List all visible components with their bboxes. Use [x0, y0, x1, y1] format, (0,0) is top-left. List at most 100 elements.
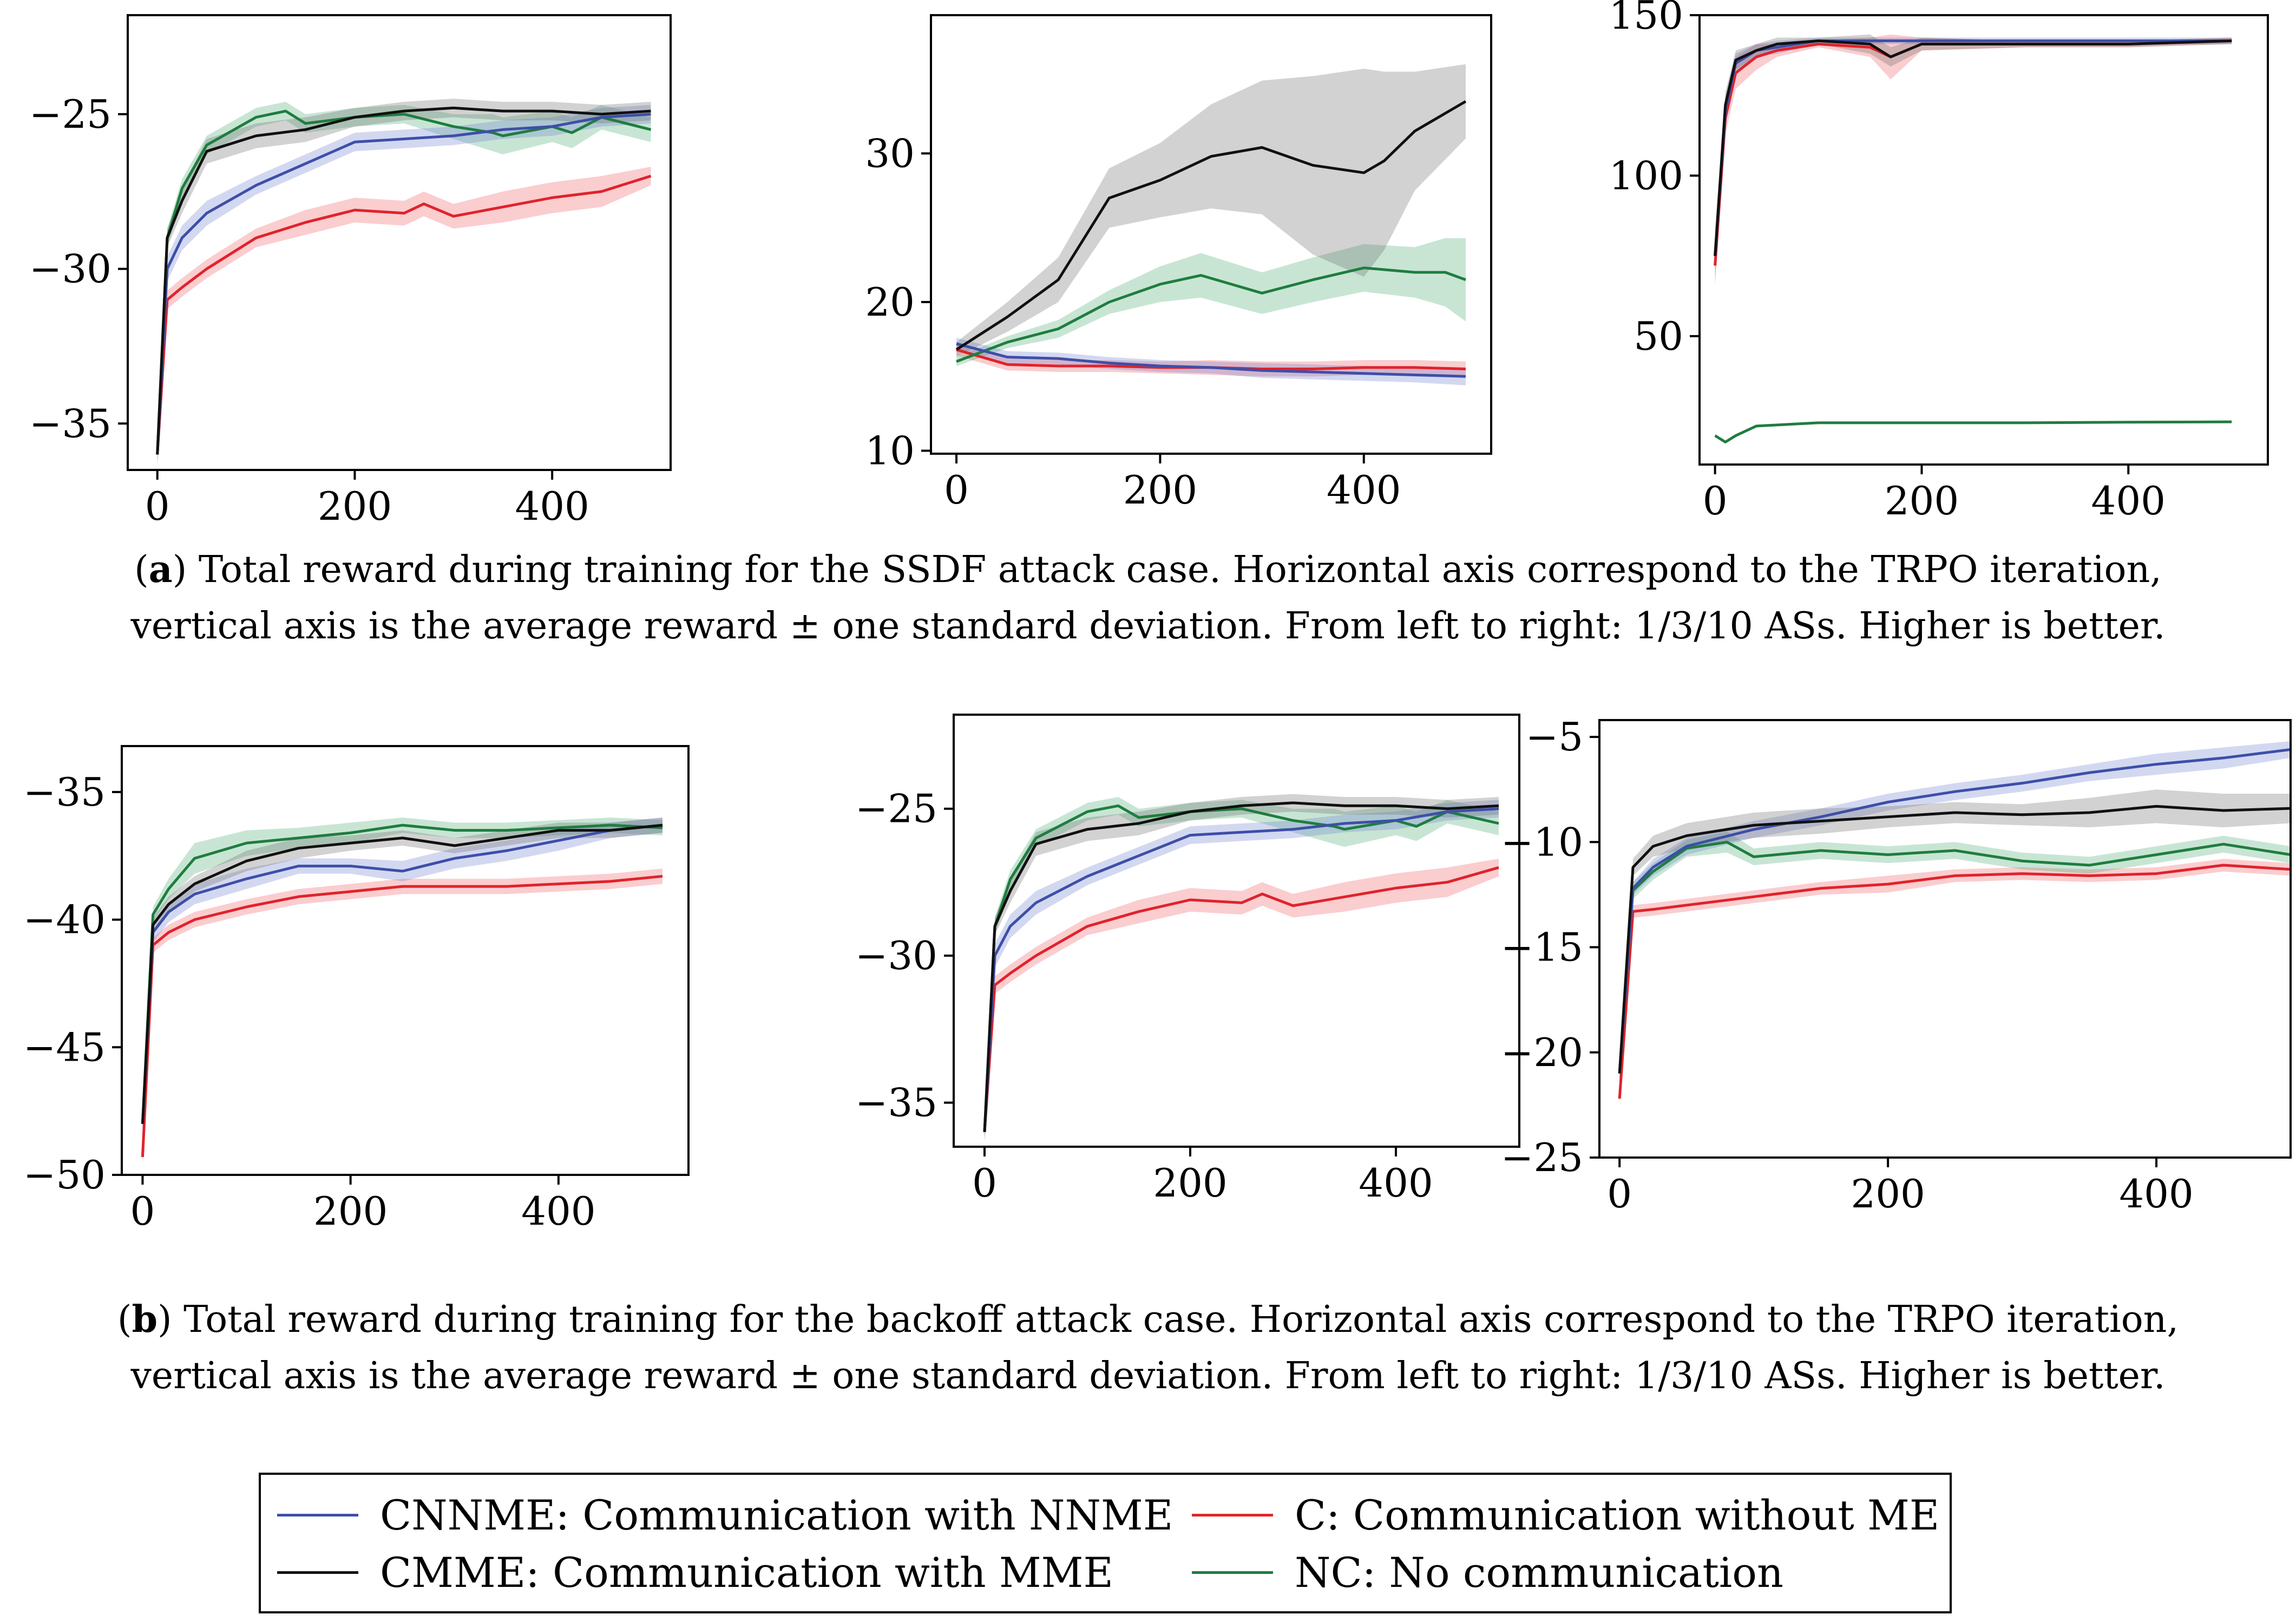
y-tick-label: −25: [1501, 1135, 1583, 1180]
legend-swatch-cmme: [277, 1571, 358, 1574]
series-line-cmme: [983, 801, 1499, 1132]
std-band-cnnme: [985, 800, 1499, 1141]
legend-item-cnnme: CNNME: Communication with NNME: [277, 1487, 1173, 1543]
series-line-cmme: [1714, 39, 2232, 256]
std-band-nc: [157, 102, 651, 464]
y-tick-label: −25: [855, 786, 937, 832]
series-line-cnnme: [1714, 39, 2232, 256]
x-tick-label: 0: [130, 1188, 155, 1234]
std-band-nc: [142, 818, 662, 1132]
plot-b-10: 0 200 400 −25 −20 −15 −10 −5: [1501, 714, 2292, 1217]
plot-area: [1714, 34, 2232, 443]
series-line-nc: [983, 804, 1499, 1132]
std-band-cmme: [1619, 789, 2291, 1080]
x-tick-label: 200: [1123, 467, 1197, 513]
plot-area: [156, 99, 652, 464]
x-tick-label: 0: [972, 1160, 997, 1206]
x-tick-label: 0: [1703, 478, 1728, 524]
legend-label-cnnme: CNNME: Communication with NNME: [380, 1491, 1173, 1539]
series-line-nc: [1714, 420, 2232, 443]
series-line-cnnme: [141, 823, 663, 1124]
axes-frame: [127, 14, 672, 471]
y-tick-label: −35: [29, 401, 111, 446]
x-tick-label: 400: [521, 1188, 595, 1234]
legend-item-c: C: Communication without ME: [1192, 1487, 1939, 1543]
x-tick-label: 200: [1153, 1160, 1227, 1206]
plot-a-10: 0 200 400 50 100 150: [1609, 0, 2269, 524]
axes-frame: [930, 14, 1492, 455]
std-band-cmme: [1715, 34, 2232, 272]
series-line-nc: [156, 109, 652, 455]
y-tick-label: −5: [1526, 714, 1583, 760]
y-tick-label: −50: [23, 1152, 106, 1198]
caption-b: (b) Total reward during training for the…: [117, 1298, 2179, 1397]
caption-a: (a) Total reward during training for the…: [130, 548, 2166, 648]
series-line-c: [156, 174, 652, 455]
plot-area: [1618, 741, 2291, 1105]
legend-swatch-c: [1192, 1513, 1273, 1517]
plot-a-1: 0 200 400 −35 −30 −25: [29, 14, 672, 529]
x-tick-label: 400: [1327, 467, 1401, 513]
series-line-c: [141, 874, 663, 1158]
y-tick-label: 100: [1609, 153, 1683, 198]
y-tick-label: −35: [855, 1080, 937, 1126]
caption-b-letter: b: [132, 1298, 158, 1341]
std-band-cnnme: [1715, 37, 2232, 282]
plot-area: [955, 64, 1467, 385]
caption-a-text: Total reward during training for the SSD…: [130, 548, 2166, 648]
std-band-cnnme: [1619, 741, 2291, 1080]
series-line-c: [1618, 864, 2291, 1099]
std-band-cnnme: [142, 818, 662, 1132]
axes-frame: [1598, 719, 2292, 1159]
x-tick-label: 200: [313, 1188, 388, 1234]
std-band-c: [157, 167, 651, 464]
std-band-nc: [985, 797, 1499, 1141]
x-tick-label: 200: [1885, 478, 1959, 524]
series-line-cnnme: [956, 342, 1466, 378]
axes-frame: [121, 745, 690, 1176]
x-tick-label: 400: [2091, 478, 2166, 524]
x-tick-label: 400: [2119, 1171, 2193, 1217]
std-band-cnnme: [157, 104, 651, 464]
plot-a-3: 0 200 400 10 20 30: [865, 14, 1492, 513]
series-line-cmme: [141, 823, 663, 1124]
legend-label-nc: NC: No communication: [1295, 1548, 1783, 1597]
y-tick-label: 50: [1634, 313, 1683, 359]
x-tick-label: 0: [1607, 1171, 1632, 1217]
axes-frame: [953, 714, 1520, 1148]
series-line-cnnme: [983, 807, 1499, 1133]
std-band-cmme: [956, 64, 1466, 357]
x-tick-label: 400: [1359, 1160, 1433, 1206]
plot-area: [983, 794, 1499, 1141]
y-tick-label: −10: [1501, 819, 1583, 865]
x-tick-label: 0: [145, 483, 170, 529]
x-tick-label: 200: [1851, 1171, 1925, 1217]
series-line-nc: [141, 823, 663, 1124]
legend-label-c: C: Communication without ME: [1295, 1491, 1940, 1539]
y-tick-label: 30: [865, 130, 915, 176]
y-tick-label: −35: [23, 769, 106, 815]
series-line-cnnme: [1618, 748, 2291, 1074]
y-tick-label: −15: [1501, 925, 1583, 970]
y-tick-label: −40: [23, 897, 106, 943]
std-band-c: [1715, 34, 2232, 285]
std-band-nc: [956, 238, 1466, 366]
y-tick-label: −45: [23, 1024, 106, 1070]
y-tick-label: 10: [865, 428, 915, 474]
series-line-cmme: [955, 100, 1467, 351]
y-tick-label: 20: [865, 279, 915, 325]
legend-item-cmme: CMME: Communication with MME: [277, 1544, 1113, 1600]
series-line-c: [1714, 39, 2232, 266]
legend-swatch-nc: [1192, 1571, 1273, 1574]
std-band-c: [985, 859, 1499, 1141]
plot-b-1: 0 200 400 −50 −45 −40 −35: [23, 745, 690, 1234]
series-line-cnnme: [156, 113, 651, 455]
caption-b-text: Total reward during training for the bac…: [130, 1298, 2179, 1397]
plot-b-3: 0 200 400 −35 −30 −25: [855, 714, 1520, 1206]
series-line-cmme: [1618, 805, 2291, 1074]
std-band-c: [1619, 859, 2291, 1105]
y-tick-label: −30: [855, 933, 937, 978]
series-line-nc: [956, 266, 1466, 363]
legend: CNNME: Communication with NNME C: Commun…: [259, 1473, 1952, 1613]
